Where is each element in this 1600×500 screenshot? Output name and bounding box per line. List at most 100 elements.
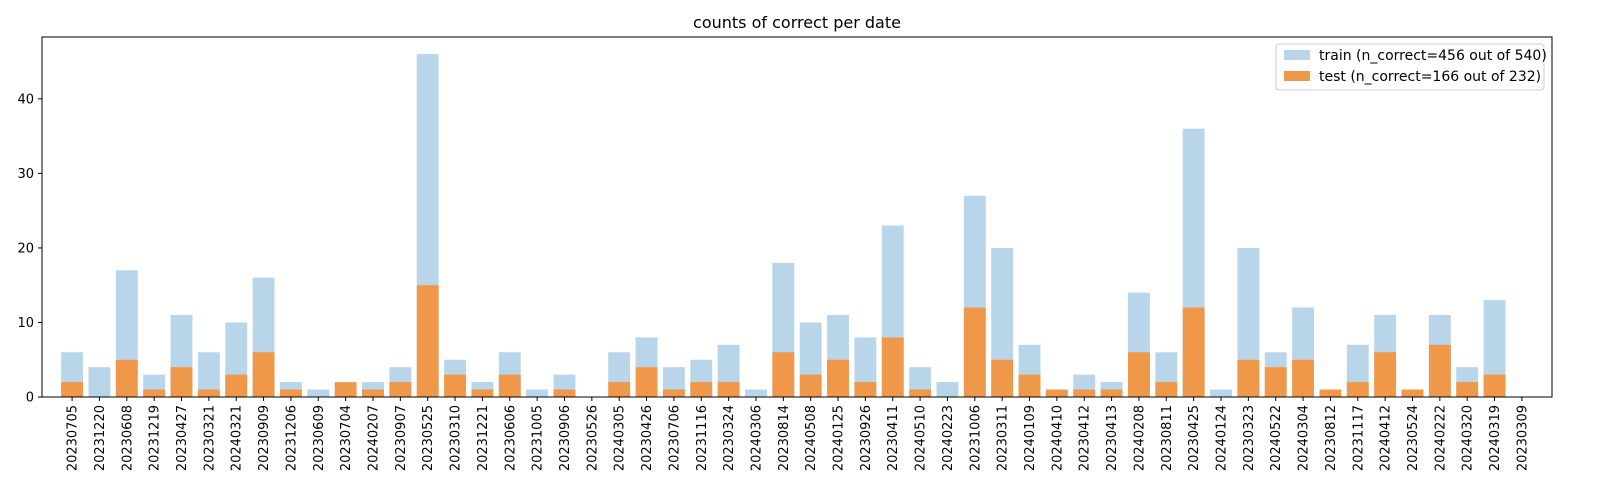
test-bar	[635, 367, 658, 397]
x-tick-label: 20230811	[1160, 405, 1175, 471]
test-bar	[909, 389, 932, 397]
x-tick-label: 20231006	[968, 405, 983, 471]
y-tick-label: 20	[17, 241, 34, 256]
x-tick-label: 20230909	[257, 405, 272, 471]
x-tick-label: 20230906	[558, 405, 573, 471]
legend: train (n_correct=456 out of 540) test (n…	[1275, 43, 1547, 91]
x-tick-label: 20230309	[1515, 405, 1530, 471]
x-tick-label: 20230907	[394, 405, 409, 471]
train-bar	[526, 389, 549, 397]
test-bar	[61, 382, 84, 397]
x-tick-label: 20240522	[1269, 405, 1284, 471]
test-bar	[416, 285, 439, 397]
train-bar	[936, 382, 959, 397]
x-tick-label: 20230425	[1187, 405, 1202, 471]
x-tick-label: 20240319	[1488, 405, 1503, 471]
test-bar	[827, 359, 849, 397]
x-tick-label: 20230704	[339, 405, 354, 471]
test-bar	[115, 359, 138, 397]
x-tick-label: 20240223	[941, 405, 956, 471]
x-tick-label: 20230525	[421, 405, 436, 471]
x-tick-label: 20230311	[996, 405, 1011, 471]
test-bar	[1292, 359, 1315, 397]
x-tick-label: 20230412	[1078, 405, 1093, 471]
x-tick-label: 20240508	[804, 405, 819, 471]
test-bar	[799, 374, 822, 397]
x-tick-label: 20230324	[722, 405, 737, 471]
x-tick-label: 20240306	[749, 405, 764, 471]
x-tick-label: 20230427	[175, 405, 190, 471]
test-bar	[143, 389, 166, 397]
train-bar	[1483, 300, 1506, 397]
x-tick-label: 20230321	[202, 405, 217, 471]
train-series	[61, 54, 1506, 398]
x-tick-label: 20240125	[832, 405, 847, 471]
test-bar	[170, 367, 193, 397]
test-bar	[1428, 344, 1451, 397]
x-tick-label: 20240510	[914, 405, 929, 471]
test-bar	[991, 359, 1014, 397]
x-tick-label: 20240109	[1023, 405, 1038, 471]
x-tick-label: 20230310	[449, 405, 464, 471]
test-bar	[444, 374, 467, 397]
x-tick-label: 20230608	[120, 405, 135, 471]
legend-label-train: train (n_correct=456 out of 540)	[1319, 48, 1547, 64]
test-bar	[553, 389, 576, 397]
test-bar	[608, 382, 631, 397]
x-tick-label: 20240412	[1379, 405, 1394, 471]
x-tick-label: 20230926	[859, 405, 874, 471]
test-bar	[1045, 389, 1068, 397]
train-bar	[307, 389, 330, 397]
test-bar	[690, 382, 713, 397]
legend-box	[1275, 43, 1545, 91]
test-bar	[252, 352, 275, 397]
x-tick-label: 20231116	[695, 405, 710, 471]
test-bar	[881, 337, 904, 397]
test-bar	[498, 374, 521, 397]
x-tick-label: 20240222	[1433, 405, 1448, 471]
x-tick-label: 20240320	[1461, 405, 1476, 471]
test-bar	[1127, 352, 1150, 397]
x-tick-label: 20240321	[230, 405, 245, 471]
x-tick-label: 20231117	[1351, 405, 1366, 471]
test-bar	[772, 352, 795, 397]
x-tick-label: 20240304	[1297, 405, 1312, 471]
chart-title: counts of correct per date	[693, 13, 901, 32]
test-bar	[389, 382, 412, 397]
test-series	[61, 285, 1506, 397]
test-bar	[1073, 389, 1096, 397]
train-bar	[197, 352, 220, 397]
test-bar	[1374, 352, 1397, 397]
train-bar	[88, 367, 111, 397]
test-bar	[1346, 382, 1369, 397]
y-tick-label: 30	[17, 167, 34, 182]
test-bar	[471, 389, 494, 397]
x-tick-label: 20230606	[503, 405, 518, 471]
x-tick-label: 20230323	[1242, 405, 1257, 471]
test-bar	[279, 389, 302, 397]
x-tick-label: 20231221	[476, 405, 491, 471]
test-bar	[1264, 367, 1287, 397]
test-bar	[1155, 382, 1178, 397]
x-tick-label: 20230705	[66, 405, 81, 471]
x-tick-label: 20240124	[1215, 405, 1230, 471]
train-bar	[1210, 389, 1232, 397]
train-bar	[745, 389, 767, 397]
test-bar	[1456, 382, 1479, 397]
test-bar	[854, 382, 877, 397]
x-tick-label: 20230706	[667, 405, 682, 471]
x-tick-label: 20240207	[366, 405, 381, 471]
x-tick-label: 20230411	[886, 405, 901, 471]
test-bar	[1018, 374, 1041, 397]
test-bar	[717, 382, 740, 397]
test-bar	[1483, 374, 1506, 397]
legend-label-test: test (n_correct=166 out of 232)	[1319, 69, 1541, 85]
test-bar	[1401, 389, 1424, 397]
x-tick-label: 20230413	[1105, 405, 1120, 471]
y-axis: 0 10 20 30 40	[17, 92, 42, 406]
x-tick-label: 20230814	[777, 405, 792, 471]
x-tick-label: 20231206	[284, 405, 299, 471]
x-tick-label: 20240305	[613, 405, 628, 471]
plot-frame	[41, 36, 1553, 398]
